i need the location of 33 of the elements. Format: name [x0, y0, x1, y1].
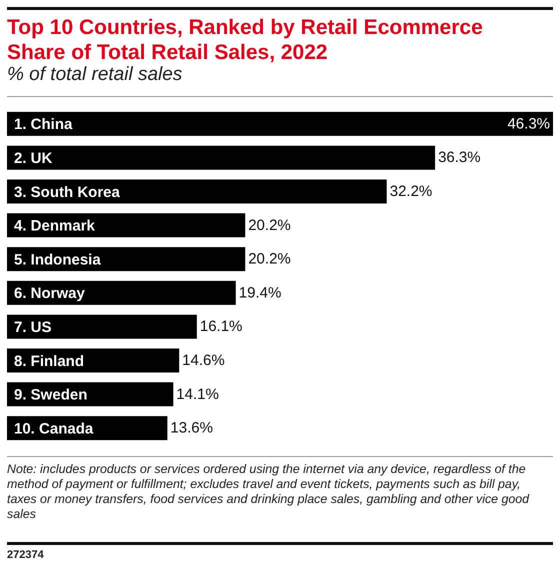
data-label: 32.2%: [390, 183, 432, 200]
y-tick-label: 2. UK: [14, 150, 53, 167]
bar: [7, 112, 553, 136]
text: 272374: [7, 549, 44, 561]
bar: [7, 280, 236, 305]
data-label: 16.1%: [200, 318, 242, 336]
y-tick-label: 8. Finland: [14, 352, 84, 370]
data-label: 14.6%: [182, 352, 225, 369]
bar: [7, 247, 246, 272]
y-tick-label: 7. US: [14, 318, 52, 336]
data-label: 20.2%: [248, 250, 291, 268]
chart-title: Top 10 Countries, Ranked by Retail Ecommerce Share of Total Retail Sales, 2022: [7, 15, 484, 65]
y-tick-label: 4. Denmark: [14, 218, 96, 235]
bar: [7, 382, 174, 406]
chart-subtitle: % of total retail sales: [7, 64, 184, 86]
data-label: 20.2%: [248, 216, 291, 234]
bar: [7, 146, 436, 170]
y-tick-label: 5. Indonesia: [14, 251, 102, 268]
bar: [7, 314, 197, 339]
y-tick-label: 1. China: [14, 116, 73, 134]
data-label: 19.4%: [238, 284, 282, 302]
data-label: 14.1%: [176, 386, 219, 403]
text: Note: includes products or services ordered using the internet via any device, regardless of the method of payment or fulfillment; excludes travel and event tickets, payments such as bill pay, taxes or money transfers, food services and drinking place sales, gambling and other vice good sales: [7, 462, 530, 522]
data-label: 36.3%: [438, 149, 481, 166]
y-tick-label: 6. Norway: [14, 285, 86, 302]
y-tick-label: 9. Sweden: [14, 386, 88, 404]
bar: [7, 180, 387, 204]
bar: [7, 348, 180, 372]
bar: [7, 213, 246, 238]
data-label: 13.6%: [170, 420, 213, 437]
y-tick-label: 10. Canada: [14, 420, 94, 438]
data-label: 46.3%: [507, 115, 550, 132]
y-tick-label: 3. South Korea: [14, 184, 121, 201]
